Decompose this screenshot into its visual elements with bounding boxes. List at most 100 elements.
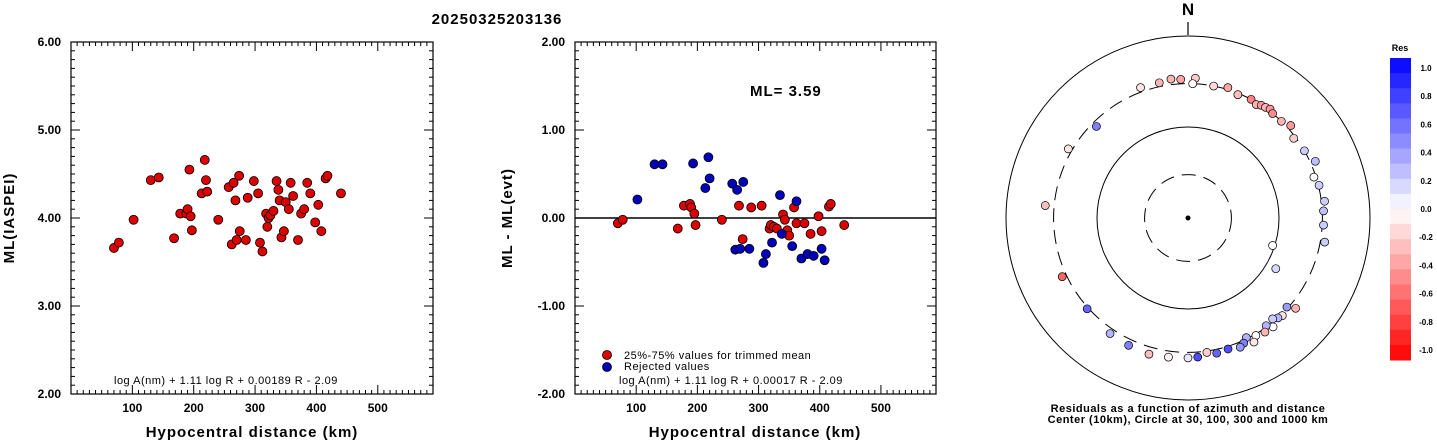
colorbar-cell xyxy=(1390,103,1411,119)
station-point xyxy=(1183,353,1193,363)
colorbar-tick-label: -0.4 xyxy=(1419,261,1433,270)
data-point xyxy=(199,155,210,165)
tick-marks-mid xyxy=(575,41,937,395)
trimmed-point xyxy=(799,218,810,229)
ml-iaspei-panel: 2.00 3.00 4.00 5.00 6.00 100 200 300 400 500 Hyp… xyxy=(1,35,434,441)
rejected-point xyxy=(791,196,802,207)
figure-title: 20250325203136 xyxy=(432,11,563,28)
polar-residual-panel: N Residuals as a function of azimuth and… xyxy=(1005,0,1371,426)
rejected-point xyxy=(761,249,771,259)
station-point xyxy=(1310,156,1320,166)
colorbar-cell xyxy=(1390,133,1411,150)
x-tick-label: 100 xyxy=(626,401,646,415)
trimmed-point xyxy=(779,214,790,225)
data-point xyxy=(184,164,195,175)
station-point xyxy=(1166,74,1176,84)
station-point xyxy=(1164,352,1173,362)
data-point xyxy=(153,172,164,183)
distance-rings xyxy=(1005,35,1371,401)
trimmed-point xyxy=(756,200,767,211)
y-tick-labels-left: 2.00 3.00 4.00 5.00 6.00 xyxy=(38,35,62,401)
y-tick-label: 3.00 xyxy=(38,299,62,313)
colorbar-title: Res xyxy=(1392,43,1409,53)
y-tick-label: 1.00 xyxy=(542,123,566,137)
trimmed-point xyxy=(734,200,744,211)
y-tick-label: 5.00 xyxy=(38,123,62,137)
colorbar-cell xyxy=(1390,73,1411,89)
rejected-point xyxy=(744,243,755,254)
data-point xyxy=(240,235,251,245)
station-point xyxy=(1105,329,1115,338)
colorbar-cell xyxy=(1390,239,1411,255)
trimmed-point xyxy=(825,199,836,209)
colorbar-cell xyxy=(1390,193,1411,210)
station-point xyxy=(1176,75,1186,84)
x-tick-label: 500 xyxy=(368,401,388,415)
station-point xyxy=(1188,79,1198,89)
tick-marks-left xyxy=(71,41,434,395)
rejected-point xyxy=(738,177,749,187)
station-point xyxy=(1320,237,1330,247)
data-point xyxy=(248,176,259,186)
station-point xyxy=(1124,340,1133,350)
distance-ring xyxy=(1096,126,1280,310)
data-point xyxy=(253,188,264,199)
colorbar-cell xyxy=(1390,58,1411,74)
trimmed-point xyxy=(746,202,757,213)
colorbar-tick-label: 0.2 xyxy=(1420,177,1432,186)
station-point xyxy=(1260,327,1270,337)
colorbar-tick-label: 1.0 xyxy=(1420,64,1432,73)
trimmed-point xyxy=(689,208,700,219)
colorbar-cell xyxy=(1390,284,1411,301)
y-tick-label: 0.00 xyxy=(542,211,566,225)
station-residual-points xyxy=(1040,73,1330,363)
station-point xyxy=(1314,180,1324,190)
colorbar-cell xyxy=(1390,148,1411,165)
data-point xyxy=(242,192,253,203)
legend-label-trimmed: 25%-75% values for trimmed mean xyxy=(624,350,811,362)
data-point xyxy=(202,186,213,197)
data-point xyxy=(262,221,273,232)
data-point xyxy=(213,214,224,225)
data-point xyxy=(288,191,299,201)
data-point xyxy=(316,226,327,237)
data-point xyxy=(255,237,265,248)
station-point xyxy=(1268,109,1277,118)
rejected-point xyxy=(700,183,711,193)
station-point xyxy=(1082,304,1092,314)
colorbar-cell xyxy=(1390,224,1411,240)
points-mid xyxy=(612,152,850,268)
y-axis-label-left: ML(IASPEI) xyxy=(1,173,18,264)
colorbar-tick-label: 0.8 xyxy=(1420,92,1432,101)
trimmed-point xyxy=(805,228,816,239)
colorbar-cell xyxy=(1390,118,1411,134)
data-point xyxy=(169,233,179,244)
data-point xyxy=(230,195,241,206)
station-point xyxy=(1209,81,1218,91)
colorbar-tick-label: 0.6 xyxy=(1420,120,1432,129)
station-point xyxy=(1235,342,1245,352)
station-point xyxy=(1268,241,1277,250)
x-tick-labels-left: 100 200 300 400 500 xyxy=(122,401,388,415)
data-point xyxy=(299,204,310,215)
data-point xyxy=(293,235,303,245)
station-point xyxy=(1286,121,1296,130)
data-point xyxy=(310,217,321,228)
station-point xyxy=(1319,220,1328,230)
station-point xyxy=(1092,122,1101,131)
station-point xyxy=(1136,83,1145,92)
data-point xyxy=(313,199,324,210)
colorbar-cell xyxy=(1390,329,1411,346)
colorbar-cell xyxy=(1390,88,1411,104)
data-point xyxy=(285,177,296,188)
y-tick-labels-mid: -2.00 -1.00 0.00 1.00 2.00 xyxy=(538,35,566,401)
trimmed-point xyxy=(839,220,850,230)
data-point xyxy=(234,226,245,237)
data-point xyxy=(302,177,313,188)
distance-ring xyxy=(1005,35,1371,401)
data-point xyxy=(186,225,197,236)
plot-frame-left xyxy=(70,41,434,395)
y-tick-label: 4.00 xyxy=(38,211,62,225)
colorbar-tick-label: -0.8 xyxy=(1419,318,1433,327)
